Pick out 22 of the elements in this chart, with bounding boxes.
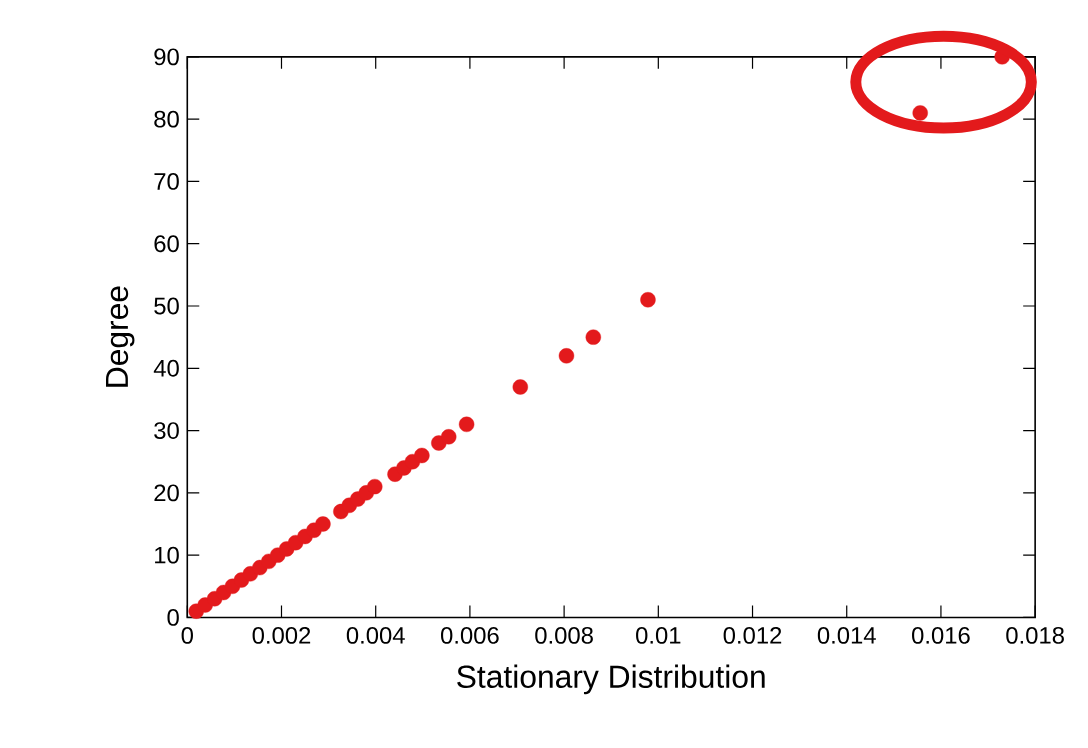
y-tick-label: 80 (154, 110, 179, 128)
x-tick-label: 0.012 (723, 626, 782, 644)
y-tick-label: 10 (155, 546, 179, 564)
y-tick-label: 20 (154, 484, 179, 502)
x-tick-label: 0.01 (636, 626, 681, 644)
y-tick-label: 90 (154, 48, 179, 66)
x-axis-title: Stationary Distribution (457, 664, 765, 695)
x-tick-label: 0.008 (535, 626, 593, 644)
x-tick-label: 0.018 (1006, 626, 1064, 644)
y-tick-label: 30 (154, 422, 179, 439)
y-tick-label: 40 (153, 359, 179, 377)
x-tick-label: 0.004 (346, 626, 405, 644)
y-tick-label: 70 (154, 172, 179, 190)
y-tick-label: 60 (154, 235, 179, 253)
x-tick-label: 0.006 (441, 626, 499, 644)
x-tick-label: 0.014 (817, 626, 876, 644)
y-axis-title: Degree (106, 286, 135, 387)
y-tick-label: 50 (154, 297, 179, 315)
x-tick-label: 0.002 (252, 626, 311, 644)
x-tick-label: 0.016 (912, 626, 970, 644)
y-tick-label: 0 (167, 608, 179, 626)
x-tick-label: 0 (181, 626, 193, 644)
